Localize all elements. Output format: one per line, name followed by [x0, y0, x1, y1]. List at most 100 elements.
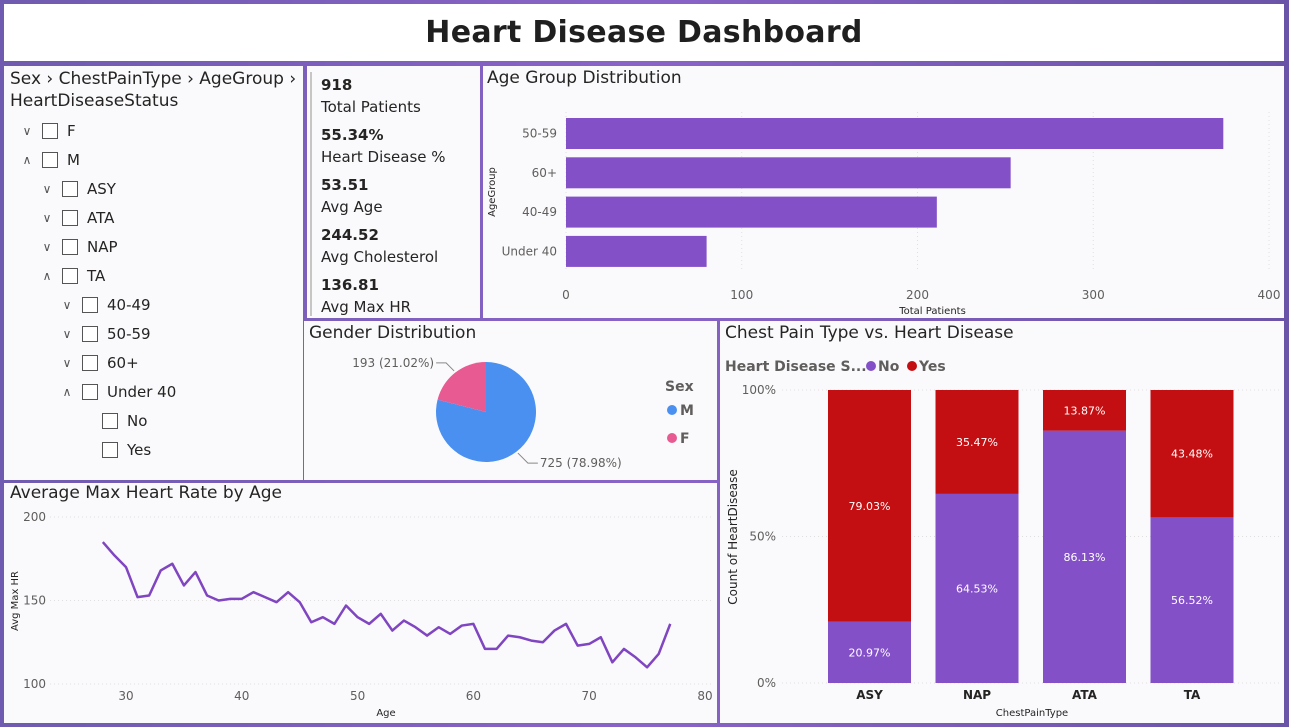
- x-tick-label: 30: [118, 689, 133, 703]
- checkbox[interactable]: [82, 384, 98, 400]
- data-label-yes: 13.87%: [1064, 404, 1106, 417]
- slicer-header: Sex › ChestPainType › AgeGroup › HeartDi…: [10, 69, 297, 111]
- slicer-item-under-40[interactable]: ∧ Under 40: [60, 381, 177, 403]
- slicer-item-50-59[interactable]: ∨ 50-59: [60, 323, 151, 345]
- slicer-item-asy[interactable]: ∨ ASY: [40, 178, 116, 200]
- chevron-down-icon[interactable]: ∨: [22, 124, 32, 138]
- checkbox[interactable]: [62, 239, 78, 255]
- kpi-total-patients-label: Total Patients: [321, 98, 421, 116]
- chevron-up-icon[interactable]: ∧: [62, 385, 72, 399]
- kpi-cards: 918 Total Patients 55.34% Heart Disease …: [307, 66, 480, 318]
- kpi-heart-disease-value: 55.34%: [321, 126, 384, 144]
- y-tick-label: 40-49: [522, 205, 557, 219]
- data-label-no: 56.52%: [1171, 594, 1213, 607]
- gender-svg: 725 (78.98%) 193 (21.02%) Sex MF: [352, 356, 694, 470]
- chevron-down-icon[interactable]: ∨: [42, 211, 52, 225]
- y-tick-label: Under 40: [502, 244, 557, 258]
- y-axis-title: Count of HeartDisease: [726, 469, 740, 604]
- x-axis-title: ChestPainType: [996, 708, 1068, 719]
- slicer-item-label: NAP: [87, 238, 118, 256]
- checkbox[interactable]: [82, 326, 98, 342]
- bar: [566, 235, 707, 267]
- checkbox[interactable]: [42, 123, 58, 139]
- slicer-item-label: No: [127, 412, 148, 430]
- y-tick-label: 50%: [749, 530, 776, 544]
- chevron-down-icon[interactable]: ∨: [42, 240, 52, 254]
- chevron-down-icon[interactable]: ∨: [42, 182, 52, 196]
- title-bar: Heart Disease Dashboard: [4, 4, 1284, 61]
- x-tick-label: 400: [1258, 288, 1281, 302]
- leader-line: [436, 362, 455, 372]
- legend-dot: [667, 405, 677, 415]
- slicer-item-label: 60+: [107, 354, 139, 372]
- legend-label: F: [680, 431, 690, 447]
- y-tick-label: 150: [23, 594, 46, 608]
- checkbox[interactable]: [102, 442, 118, 458]
- bar-no: [828, 621, 911, 683]
- x-tick-label: 0: [562, 288, 570, 302]
- slicer-item-m[interactable]: ∧ M: [20, 149, 80, 171]
- y-tick-label: 100: [23, 677, 46, 691]
- bar: [566, 118, 1224, 149]
- slicer-item-yes[interactable]: Yes: [80, 439, 151, 461]
- bar-yes: [935, 390, 1019, 494]
- kpi-avg-cholesterol-label: Avg Cholesterol: [321, 248, 439, 266]
- legend-dot: [667, 433, 677, 443]
- x-tick-label: NAP: [963, 688, 991, 702]
- x-axis-title: Age: [376, 708, 395, 719]
- data-label-no: 64.53%: [956, 582, 998, 595]
- legend-label: Yes: [918, 359, 946, 375]
- bar: [566, 157, 1011, 189]
- x-tick-label: 60: [466, 689, 481, 703]
- chevron-down-icon[interactable]: ∨: [62, 298, 72, 312]
- checkbox[interactable]: [62, 268, 78, 284]
- checkbox[interactable]: [82, 297, 98, 313]
- checkbox[interactable]: [102, 413, 118, 429]
- slicer-item-label: M: [67, 151, 80, 169]
- bar-yes: [1150, 390, 1234, 518]
- chevron-down-icon[interactable]: ∨: [62, 327, 72, 341]
- slicer-item-ata[interactable]: ∨ ATA: [40, 207, 115, 229]
- chevron-up-icon[interactable]: ∧: [42, 269, 52, 283]
- checkbox[interactable]: [82, 355, 98, 371]
- y-tick-label: 100%: [742, 383, 776, 397]
- slicer-item-no[interactable]: No: [80, 410, 147, 432]
- max-hr-chart: Average Max Heart Rate by Age 100 150 200 3…: [4, 483, 717, 723]
- kpi-avg-cholesterol-value: 244.52: [321, 226, 379, 244]
- x-tick-label: ATA: [1072, 688, 1098, 702]
- x-tick-label: 100: [730, 288, 753, 302]
- x-tick-label: 300: [1082, 288, 1105, 302]
- chevron-up-icon[interactable]: ∧: [22, 153, 32, 167]
- bar-no: [1043, 430, 1126, 683]
- gender-chart: Gender Distribution 725 (78.98%) 193 (21.…: [304, 321, 717, 480]
- data-label-yes: 43.48%: [1171, 448, 1213, 461]
- slicer-item-ta[interactable]: ∧ TA: [40, 265, 106, 287]
- bar-yes: [1043, 390, 1126, 431]
- max-hr-title: Average Max Heart Rate by Age: [10, 483, 282, 503]
- y-tick-label: 50-59: [522, 127, 557, 141]
- slicer-item-f[interactable]: ∨ F: [20, 120, 76, 142]
- data-label-no: 86.13%: [1064, 551, 1106, 564]
- slicer-item-label: Under 40: [107, 383, 177, 401]
- kpi-avg-age-label: Avg Age: [321, 198, 383, 216]
- pie-data-label: 193 (21.02%): [352, 356, 434, 370]
- checkbox[interactable]: [62, 210, 78, 226]
- chest-pain-chart: Chest Pain Type vs. Heart Disease 0% 50% 1…: [720, 321, 1284, 723]
- leader-line: [517, 452, 538, 464]
- checkbox[interactable]: [62, 181, 78, 197]
- y-axis-title: Avg Max HR: [10, 571, 21, 631]
- kpi-heart-disease-label: Heart Disease %: [321, 148, 446, 166]
- slicer-item-nap[interactable]: ∨ NAP: [40, 236, 118, 258]
- max-hr-svg: 100 150 200 30 40 50 60 70 80 Age Avg Max HR: [10, 510, 713, 719]
- pie-slice: [437, 362, 486, 412]
- checkbox[interactable]: [42, 152, 58, 168]
- kpi-avg-age-value: 53.51: [321, 176, 369, 194]
- slicer-item-label: ASY: [87, 180, 116, 198]
- dashboard-title: Heart Disease Dashboard: [425, 15, 863, 50]
- bar-no: [1150, 517, 1234, 683]
- slicer-item-40-49[interactable]: ∨ 40-49: [60, 294, 151, 316]
- chevron-down-icon[interactable]: ∨: [62, 356, 72, 370]
- bar: [566, 196, 937, 228]
- legend-label: M: [680, 403, 694, 419]
- slicer-item-60-[interactable]: ∨ 60+: [60, 352, 139, 374]
